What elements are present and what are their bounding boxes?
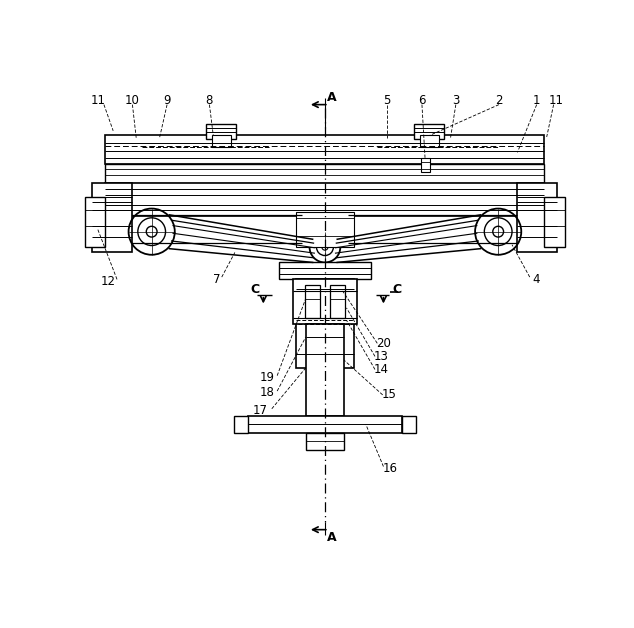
Bar: [105, 183, 545, 215]
Text: 2: 2: [495, 94, 503, 107]
Bar: [295, 212, 354, 247]
Bar: [306, 324, 344, 416]
Bar: [105, 136, 545, 164]
Text: 7: 7: [214, 273, 221, 286]
Bar: [414, 124, 444, 139]
Text: A: A: [327, 91, 337, 104]
Bar: [420, 136, 439, 147]
Bar: [306, 433, 344, 450]
Text: 3: 3: [452, 94, 460, 107]
Bar: [234, 416, 248, 433]
Text: 10: 10: [125, 94, 140, 107]
Bar: [421, 158, 430, 171]
Text: 5: 5: [384, 94, 391, 107]
Text: C: C: [392, 283, 401, 296]
Text: 11: 11: [90, 94, 105, 107]
Bar: [85, 197, 105, 247]
Bar: [105, 164, 545, 183]
Bar: [402, 416, 416, 433]
Text: 11: 11: [548, 94, 564, 107]
Bar: [545, 197, 565, 247]
Text: 8: 8: [206, 94, 213, 107]
Text: 13: 13: [373, 350, 389, 363]
Bar: [279, 263, 371, 279]
Text: 6: 6: [418, 94, 425, 107]
Bar: [212, 136, 231, 147]
Text: A: A: [327, 531, 337, 544]
Text: 20: 20: [376, 337, 391, 350]
Text: 15: 15: [382, 388, 396, 401]
Bar: [93, 183, 133, 252]
Text: 16: 16: [383, 462, 398, 475]
Bar: [330, 285, 345, 318]
Bar: [292, 279, 358, 324]
Text: 4: 4: [532, 273, 540, 286]
Text: 19: 19: [260, 372, 275, 384]
Bar: [517, 183, 557, 252]
Text: 1: 1: [533, 94, 540, 107]
Bar: [248, 416, 402, 433]
Bar: [206, 124, 236, 139]
Text: 14: 14: [373, 363, 389, 376]
Text: 17: 17: [253, 404, 268, 417]
Bar: [305, 285, 320, 318]
Text: 18: 18: [260, 386, 275, 399]
Text: 12: 12: [100, 275, 115, 288]
Text: C: C: [250, 283, 259, 296]
Bar: [295, 279, 354, 368]
Text: 9: 9: [164, 94, 171, 107]
